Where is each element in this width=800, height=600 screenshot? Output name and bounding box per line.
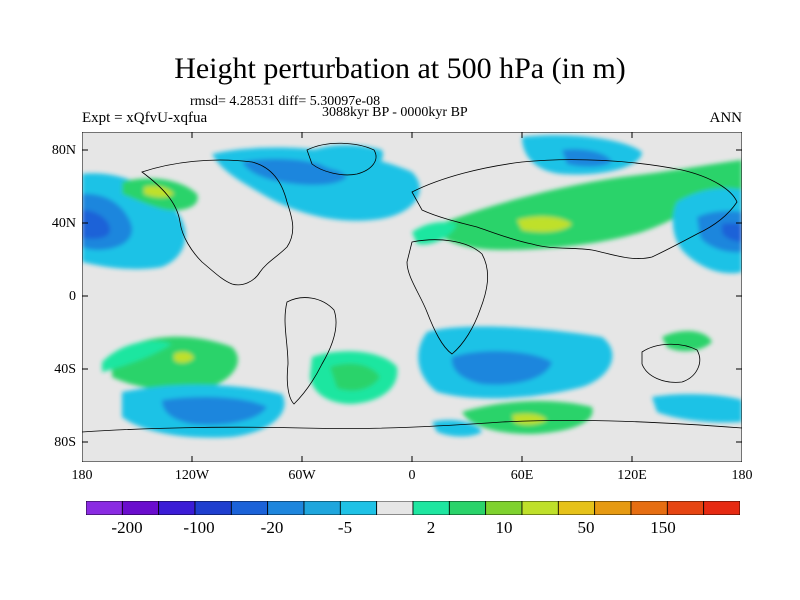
contour-pos-eurasia-weak bbox=[412, 222, 457, 245]
contour-neg-npacific-east-core bbox=[722, 223, 742, 242]
contour-pos-eurasia-core bbox=[517, 216, 572, 232]
lon-label-60e: 60E bbox=[510, 468, 534, 483]
lat-tick-marks bbox=[82, 149, 742, 443]
colorbar-swatch-15 bbox=[630, 501, 668, 515]
colorbar-swatch-9 bbox=[412, 501, 450, 515]
colorbar-swatch-2 bbox=[158, 501, 196, 515]
colorbar-swatch-10 bbox=[448, 501, 487, 515]
period-label: 3088kyr BP - 0000kyr BP bbox=[322, 105, 468, 120]
lon-tick-marks bbox=[191, 132, 633, 462]
contour-fill-layer bbox=[82, 135, 742, 438]
colorbar-swatch-8 bbox=[376, 501, 414, 515]
contour-pos-eurasia bbox=[432, 160, 742, 250]
lat-label-0: 0 bbox=[69, 289, 76, 304]
lon-label-0: 0 bbox=[408, 468, 416, 483]
colorbar-swatch-4 bbox=[230, 501, 269, 515]
coastline-eurasia bbox=[411, 159, 738, 259]
colorbar-label-1: -100 bbox=[183, 518, 215, 537]
experiment-label: Expt = xQfvU-xqfua bbox=[82, 110, 208, 126]
colorbar-swatch-12 bbox=[521, 501, 559, 515]
contour-pos-antarctic-coast-core bbox=[512, 413, 547, 425]
rmsd-stats: rmsd= 4.28531 diff= 5.30097e-08 bbox=[190, 94, 381, 109]
coastline-antarctica bbox=[82, 420, 742, 433]
coastlines bbox=[82, 142, 742, 433]
colorbar-swatch-3 bbox=[194, 501, 232, 515]
lon-label-60w: 60W bbox=[288, 468, 316, 483]
contour-pos-spacific-weak bbox=[102, 341, 172, 372]
colorbar-swatch-17 bbox=[703, 501, 740, 515]
colorbar-swatch-11 bbox=[485, 501, 523, 515]
lat-label-80s: 80S bbox=[54, 435, 76, 450]
contour-neg-greenland bbox=[307, 145, 383, 172]
colorbar bbox=[86, 501, 740, 515]
colorbar-label-3: -5 bbox=[337, 518, 353, 537]
lon-label-120e: 120E bbox=[617, 468, 647, 483]
coastline-south-america bbox=[284, 297, 337, 405]
contour-neg-europe-north-mid bbox=[562, 149, 612, 167]
contour-neg-pacific-sector bbox=[652, 394, 742, 423]
coastline-north-america bbox=[141, 159, 294, 286]
lat-label-40s: 40S bbox=[54, 362, 76, 377]
contour-neg-npacific-west-core bbox=[82, 210, 110, 239]
colorbar-swatch-13 bbox=[557, 501, 596, 515]
season-label: ANN bbox=[709, 110, 743, 126]
colorbar-swatch-7 bbox=[339, 501, 378, 515]
colorbar-label-2: -20 bbox=[260, 518, 284, 537]
colorbar-swatch-5 bbox=[267, 501, 305, 515]
coastline-australia bbox=[641, 343, 701, 383]
height-perturbation-map bbox=[82, 132, 742, 462]
coastline-greenland bbox=[306, 142, 377, 176]
colorbar-swatch-0 bbox=[86, 501, 123, 515]
lon-label-120w: 120W bbox=[174, 468, 210, 483]
contour-neg-southern-ocean-east-mid bbox=[451, 350, 552, 385]
contour-neg-arctic-mid bbox=[242, 158, 347, 185]
colorbar-label-0: -200 bbox=[111, 518, 143, 537]
lon-label-180w: 180 bbox=[71, 468, 93, 483]
contour-pos-satlantic-mid bbox=[330, 363, 380, 391]
colorbar-swatch-6 bbox=[303, 501, 341, 515]
colorbar-label-5: 10 bbox=[495, 518, 513, 537]
colorbar-label-6: 50 bbox=[577, 518, 595, 537]
lat-label-80n: 80N bbox=[51, 143, 76, 158]
lon-label-180e: 180 bbox=[731, 468, 753, 483]
plot-title: Height perturbation at 500 hPa (in m) bbox=[174, 52, 626, 85]
colorbar-label-4: 2 bbox=[426, 518, 436, 537]
coastline-africa bbox=[406, 239, 489, 355]
contour-pos-sindian bbox=[662, 330, 712, 352]
colorbar-swatch-14 bbox=[594, 501, 632, 515]
colorbar-swatch-16 bbox=[666, 501, 705, 515]
contour-neg-npacific-east-mid bbox=[697, 210, 742, 253]
colorbar-label-7: 150 bbox=[650, 518, 676, 537]
lat-label-40n: 40N bbox=[51, 216, 76, 231]
colorbar-swatch-1 bbox=[121, 501, 160, 515]
contour-pos-spacific-core bbox=[174, 351, 194, 363]
contour-neg-southern-ocean-west-mid bbox=[162, 396, 267, 425]
